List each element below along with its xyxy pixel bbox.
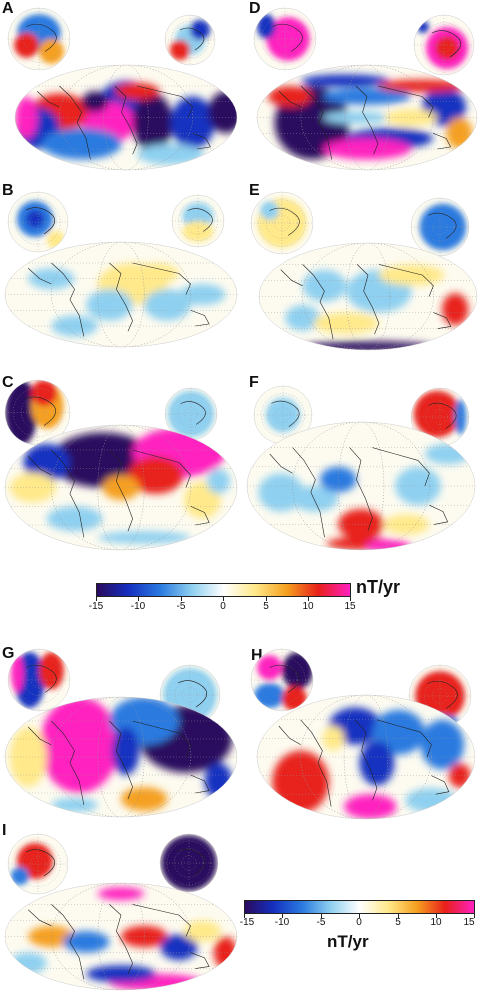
colorbar-bottom-unit: nT/yr (327, 932, 369, 951)
colorbar-top-tick: -15 (88, 601, 104, 612)
map-f-south-field (411, 388, 469, 446)
map-c-south-field (165, 388, 217, 440)
map-i-global-field (5, 883, 237, 990)
map-c-north-field (5, 380, 70, 445)
map-i (4, 833, 238, 991)
map-g (4, 648, 238, 818)
colorbar-top-gradient (96, 583, 351, 597)
map-e-south-field (411, 198, 469, 256)
colorbar-bottom-tick: -5 (316, 917, 326, 928)
map-i-north-field (8, 834, 68, 894)
map-a-global-field (15, 65, 237, 170)
panel-b: B (0, 180, 239, 360)
map-d-global-field (257, 65, 477, 170)
map-i-south-field (160, 834, 218, 892)
colorbar-bottom-tickmark (398, 914, 399, 918)
colorbar-top-tick: -10 (130, 601, 146, 612)
map-b (4, 191, 238, 348)
map-a-south-field (165, 15, 215, 65)
colorbar-top-tickmark (96, 597, 97, 601)
colorbar-top: -15 -10 -5 0 5 10 15 nT/yr (0, 575, 478, 615)
map-f (246, 385, 476, 551)
colorbar-bottom-gradient (244, 900, 475, 914)
map-e-north-field (251, 192, 313, 254)
panel-c: C (0, 370, 239, 555)
colorbar-bottom-tick: 0 (356, 917, 362, 928)
colorbar-bottom-tick: 5 (395, 917, 401, 928)
colorbar-top-tickmark (181, 597, 182, 601)
colorbar-top-tick: 0 (220, 601, 226, 612)
panel-g: G (0, 645, 239, 820)
map-e-global-field (259, 243, 477, 350)
colorbar-top-tick: 5 (263, 601, 269, 612)
panel-label-h: H (251, 647, 263, 664)
panel-label-i: I (2, 822, 7, 839)
colorbar-bottom-tickmark (244, 914, 245, 918)
colorbar-top-tick: -5 (176, 601, 186, 612)
map-c (4, 379, 238, 551)
map-f-north-field (254, 386, 312, 444)
panel-e: E (239, 180, 478, 360)
colorbar-bottom-tickmark (359, 914, 360, 918)
map-d (253, 7, 478, 171)
map-b-north-field (8, 192, 68, 252)
colorbar-top-unit: nT/yr (356, 577, 401, 597)
panel-label-c: C (2, 374, 14, 391)
map-d-south-field (414, 15, 474, 75)
colorbar-top-tick: 15 (344, 601, 356, 612)
panel-label-e: E (249, 182, 260, 199)
panel-i: I (0, 820, 239, 992)
colorbar-bottom-tick: 10 (430, 917, 442, 928)
colorbar-bottom-tickmark (436, 914, 437, 918)
colorbar-top-tickmark (138, 597, 139, 601)
panel-label-a: A (2, 0, 14, 17)
map-c-global-field (5, 425, 237, 550)
colorbar-bottom-tickmark (321, 914, 322, 918)
panel-label-g: G (2, 645, 15, 662)
map-d-north-field (254, 8, 316, 70)
colorbar-top-tickmark (308, 597, 309, 601)
map-h-north-field (251, 649, 313, 711)
panel-label-b: B (2, 182, 14, 199)
map-g-global-field (5, 697, 237, 817)
colorbar-bottom-tickmark (474, 914, 475, 918)
colorbar-top-tickmark (223, 597, 224, 601)
map-a (7, 7, 238, 171)
panel-f: F (239, 370, 478, 555)
colorbar-bottom-tick: -10 (274, 917, 290, 928)
panel-h: H (239, 645, 478, 820)
map-h-global-field (257, 695, 475, 819)
map-b-global-field (5, 242, 237, 347)
panel-label-d: D (249, 0, 261, 17)
colorbar-top-tick: 10 (302, 601, 314, 612)
map-a-north-field (8, 8, 70, 70)
map-e (250, 191, 478, 351)
colorbar-bottom-tick: -15 (239, 917, 255, 928)
colorbar-bottom: -15 -10 -5 0 5 10 15 nT/yr (239, 890, 478, 960)
map-f-global-field (247, 422, 475, 550)
panel-a: A (0, 0, 239, 180)
colorbar-bottom-tick: 15 (463, 917, 475, 928)
colorbar-bottom-tickmark (282, 914, 283, 918)
panel-d: D (239, 0, 478, 180)
colorbar-top-tickmark (350, 597, 351, 601)
panel-label-f: F (249, 374, 259, 391)
map-h (250, 648, 476, 820)
map-g-north-field (8, 649, 70, 711)
colorbar-top-tickmark (266, 597, 267, 601)
map-b-south-field (172, 195, 224, 247)
